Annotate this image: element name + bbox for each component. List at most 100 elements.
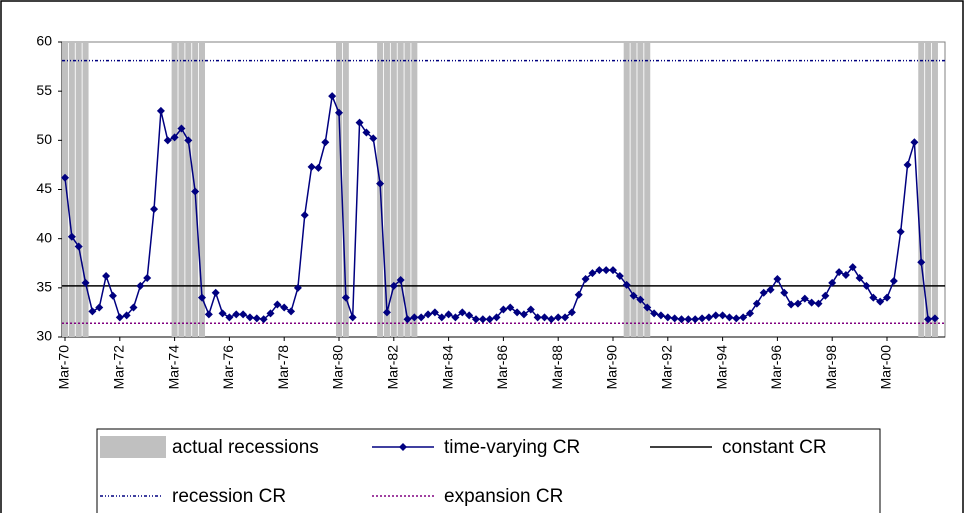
data-point [239,310,248,319]
recession-bar [178,42,185,337]
data-point [437,313,446,322]
data-point [81,278,90,287]
data-point [382,308,391,317]
data-point [574,290,583,299]
data-point [526,305,535,314]
data-point [656,311,665,320]
recession-bar [185,42,192,337]
recession-bar [390,42,397,337]
data-point [129,303,138,312]
recession-bar [404,42,411,337]
x-tick-label: Mar-96 [768,345,784,390]
recession-bar [171,42,178,337]
data-point [177,124,186,133]
legend-label: actual recessions [172,437,319,458]
data-point [485,315,494,324]
data-point [259,315,268,324]
data-point [348,313,357,322]
x-tick-label: Mar-82 [385,345,401,390]
data-point [458,308,467,317]
x-tick-label: Mar-00 [878,345,894,390]
y-tick-label: 40 [36,229,52,245]
data-point [677,315,686,324]
data-point [506,303,515,312]
y-tick-label: 50 [36,131,52,147]
data-point [280,303,289,312]
data-point [499,305,508,314]
data-point [355,118,364,127]
data-point [61,173,69,182]
data-point [150,205,159,214]
x-tick-label: Mar-76 [220,345,236,390]
data-point [211,288,220,297]
recession-bar [342,42,349,337]
data-point [540,313,549,322]
x-tick-label: Mar-84 [439,345,455,390]
data-point [711,311,720,320]
data-point [396,275,405,284]
data-point [444,310,453,319]
recession-bar [630,42,637,337]
data-point [739,313,748,322]
data-point [643,303,652,312]
data-point [787,300,796,309]
legend-box [96,428,881,513]
data-point [691,315,700,324]
data-point [910,138,919,147]
data-point [704,313,713,322]
data-point [650,309,659,318]
recession-bar [925,42,932,337]
data-point [862,281,871,290]
y-tick-label: 55 [36,82,52,98]
data-point [362,128,371,137]
data-point [567,308,576,317]
y-tick-label: 60 [36,33,52,49]
data-point [917,258,926,267]
data-point [903,160,912,169]
data-point [184,136,193,145]
data-point [478,315,487,324]
x-tick-label: Mar-94 [713,345,729,390]
legend: actual recessions time-varying CR constant… [100,436,827,507]
data-point [725,313,734,322]
data-point [615,272,624,281]
x-tick-label: Mar-74 [165,345,181,390]
data-point [95,303,104,312]
data-point [108,291,117,300]
data-point [588,269,597,278]
y-tick-label: 35 [36,279,52,295]
data-point [835,268,844,277]
data-point [848,263,857,272]
data-point [554,313,563,322]
data-point [156,106,165,115]
y-tick-label: 45 [36,180,52,196]
recession-bar [336,42,342,337]
data-point [314,163,323,172]
data-point [245,313,254,322]
x-tick-label: Mar-88 [549,345,565,390]
legend-label: recession CR [172,486,286,507]
recession-bar [411,42,418,337]
data-point [410,313,419,322]
data-point [102,272,111,281]
legend-label: time-varying CR [444,437,580,458]
data-point [855,274,864,282]
recession-bar [199,42,205,337]
data-point [752,299,761,308]
data-point [328,92,337,101]
recession-bar [75,42,82,337]
x-tick-label: Mar-86 [494,345,510,390]
x-tick-label: Mar-98 [823,345,839,390]
data-point [136,281,145,290]
data-point [266,309,275,318]
data-point [88,307,97,316]
data-point [122,311,131,320]
data-point [335,108,343,117]
data-point [930,314,939,323]
data-point [341,293,350,302]
data-point [807,298,816,307]
data-point [602,266,611,275]
data-point [492,313,501,322]
data-point [663,313,672,322]
